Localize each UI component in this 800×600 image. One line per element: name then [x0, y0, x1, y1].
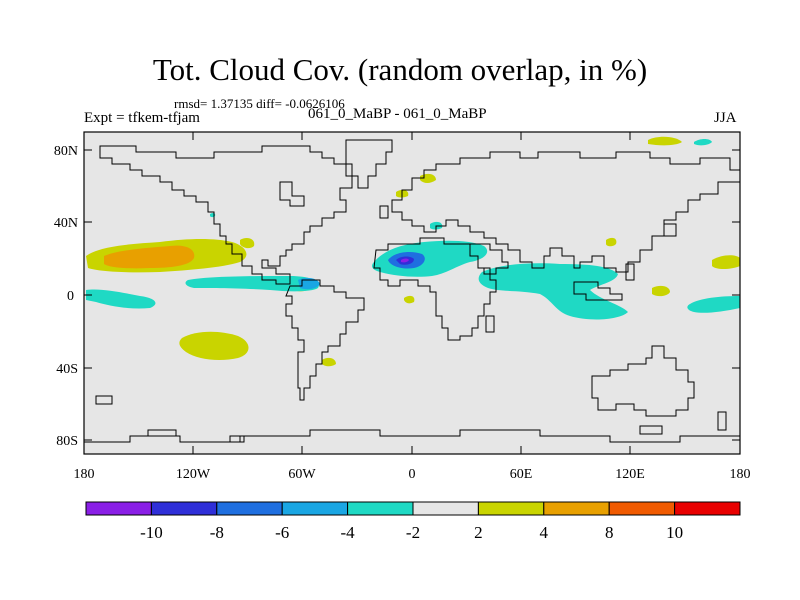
coast-eurasia [391, 151, 741, 273]
coast-antarctica [84, 429, 740, 443]
y-tick-label: 40S [56, 362, 78, 377]
y-tick-label: 40N [54, 216, 78, 231]
patch-south-pacific-positive [179, 331, 249, 360]
patch-east-pacific-positive [712, 255, 740, 269]
coast-north-america [99, 145, 353, 285]
colorbar-swatch [150, 501, 218, 516]
chart-title: Tot. Cloud Cov. (random overlap, in %) [152, 52, 648, 87]
anomaly-patches [86, 136, 740, 367]
coast-arabia [469, 243, 509, 275]
x-tick-label: 180 [74, 467, 95, 482]
patch-sahara-center [401, 258, 409, 263]
experiment-label: Expt = tfkem-tfjam [84, 110, 200, 126]
colorbar-label: -6 [275, 523, 289, 542]
coast-indonesia [573, 281, 623, 301]
x-tick-label: 0 [409, 467, 416, 482]
coast-antarctic-peninsula [147, 429, 177, 437]
coast-madagascar [485, 315, 495, 333]
colorbar-swatch [543, 501, 610, 516]
x-tick-label: 120E [615, 467, 645, 482]
coast-antarctic-island [229, 435, 245, 443]
patch-arctic-negative [694, 139, 712, 146]
coast-uk [379, 205, 389, 219]
patch-mideast-negative [444, 243, 466, 250]
patch-southeast-pacific-negative [86, 289, 156, 309]
patch-east-pacific-negative [687, 296, 740, 313]
patch-india-positive [606, 237, 617, 247]
colorbar [85, 501, 741, 516]
x-tick-label: 180 [730, 467, 751, 482]
coast-hudson-bay [279, 181, 305, 207]
colorbar-label: -8 [210, 523, 224, 542]
coast-philippines [625, 263, 635, 281]
colorbar-swatch [216, 501, 283, 516]
season-label: JJA [714, 110, 737, 126]
colorbar-label: 2 [474, 523, 483, 542]
coast-south-america [285, 279, 365, 401]
colorbar-label: -2 [406, 523, 420, 542]
colorbar-swatch [347, 501, 414, 516]
patch-arctic-positive [648, 136, 682, 146]
coast-small-island-1 [95, 395, 113, 405]
colorbar-label: -4 [341, 523, 356, 542]
colorbar-labels: -10 -8 -6 -4 -2 2 4 8 10 [140, 523, 683, 542]
coast-greenland [345, 139, 393, 189]
stats-text: rmsd= 1.37135 diff= -0.0626106 [174, 96, 345, 111]
y-tick-label: 0 [67, 289, 74, 304]
coast-small-island-2 [639, 425, 663, 435]
patch-equatorial-pacific-negative [185, 276, 319, 292]
x-tick-label: 120W [176, 467, 211, 482]
coastlines [84, 139, 741, 443]
colorbar-swatch [412, 501, 479, 516]
colorbar-swatch [477, 501, 545, 516]
runs-label: 061_0_MaBP - 061_0_MaBP [308, 106, 487, 122]
y-axis [84, 149, 740, 441]
colorbar-swatch [674, 501, 741, 516]
y-tick-label: 80S [56, 434, 78, 449]
colorbar-swatch [281, 501, 349, 516]
patch-indian-ocean-negative [478, 263, 628, 320]
colorbar-label: 8 [605, 523, 614, 542]
x-tick-label: 60W [288, 467, 316, 482]
colorbar-swatch [608, 501, 676, 516]
colorbar-label: -10 [140, 523, 163, 542]
patch-pacific-small-positive [240, 238, 255, 249]
coast-japan [663, 223, 677, 237]
colorbar-swatch [85, 501, 152, 516]
coast-new-zealand [717, 411, 727, 431]
x-axis [83, 132, 741, 454]
patch-west-pacific-positive [652, 285, 670, 297]
coast-australia [591, 345, 695, 417]
colorbar-label: 10 [666, 523, 683, 542]
y-tick-label: 80N [54, 144, 78, 159]
x-tick-label: 60E [510, 467, 533, 482]
patch-north-pacific-strong [104, 245, 195, 269]
patch-south-atlantic-positive [404, 295, 415, 304]
colorbar-label: 4 [540, 523, 549, 542]
patch-central-america-negative [298, 277, 320, 290]
patch-southern-africa-positive [322, 357, 336, 367]
